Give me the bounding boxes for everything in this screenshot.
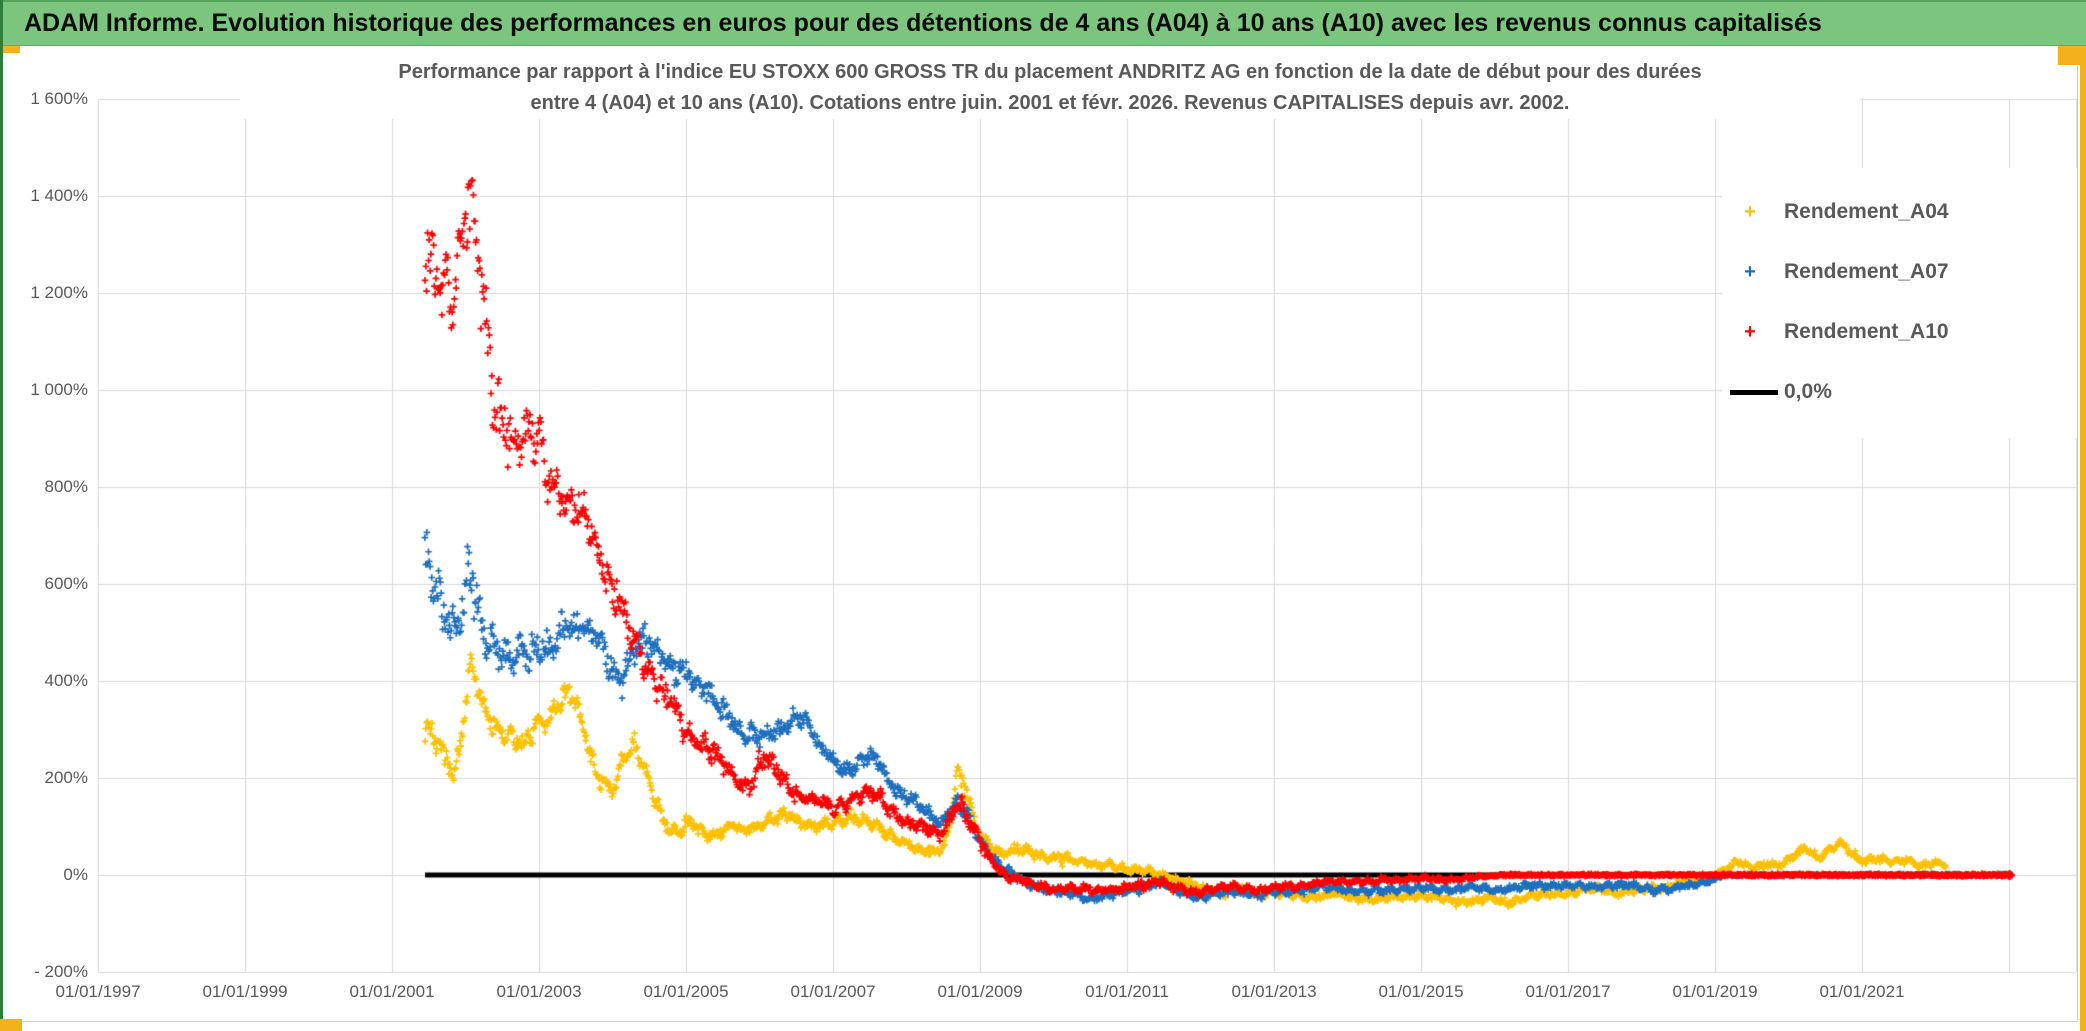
legend-item-rendement-a07[interactable]: + Rendement_A07: [1722, 242, 2078, 302]
legend-item-rendement-a04[interactable]: + Rendement_A04: [1722, 182, 2078, 242]
x-axis-tick-label: 01/01/2007: [790, 982, 876, 1001]
y-axis-tick-label: 1 200%: [30, 283, 88, 302]
legend-item-label: Rendement_A04: [1784, 200, 1949, 223]
chart-right-border: [2077, 66, 2078, 1020]
accent-top-left: [3, 46, 20, 53]
y-axis-tick-label: 1 000%: [30, 380, 88, 399]
x-axis-tick-label: 01/01/2015: [1378, 982, 1464, 1001]
x-axis-tick-label: 01/01/2005: [643, 982, 729, 1001]
chart-title: Performance par rapport à l'indice EU ST…: [240, 57, 1860, 119]
sheet-row-divider: [22, 1021, 2078, 1022]
sheet-left-border: [0, 0, 3, 1031]
x-axis-tick-label: 01/01/2021: [1819, 982, 1905, 1001]
y-axis-tick-label: 1 400%: [30, 186, 88, 205]
y-axis-tick-label: 600%: [44, 574, 88, 593]
y-axis-tick-label: - 200%: [34, 962, 88, 981]
x-axis-tick-label: 01/01/2017: [1525, 982, 1611, 1001]
accent-right-strip: [2080, 46, 2086, 1031]
chart-legend[interactable]: + Rendement_A04 + Rendement_A07 + Rendement_A…: [1722, 168, 2078, 438]
y-axis-tick-label: 0%: [63, 865, 88, 884]
y-axis-tick-label: 800%: [44, 477, 88, 496]
x-axis-tick-label: 01/01/2019: [1672, 982, 1758, 1001]
x-axis-tick-label: 01/01/2003: [496, 982, 582, 1001]
y-axis-tick-label: 400%: [44, 671, 88, 690]
chart-title-line-2: entre 4 (A04) et 10 ans (A10). Cotations…: [530, 92, 1570, 114]
legend-plus-marker-icon: +: [1744, 261, 1756, 283]
x-axis-tick-label: 01/01/2001: [349, 982, 435, 1001]
legend-item-label: 0,0%: [1784, 380, 1832, 403]
x-axis-tick-label: 01/01/1999: [202, 982, 288, 1001]
x-axis-tick-label: 01/01/1997: [55, 982, 141, 1001]
legend-item-label: Rendement_A10: [1784, 320, 1949, 343]
y-axis-tick-label: 200%: [44, 768, 88, 787]
legend-plus-marker-icon: +: [1744, 321, 1756, 343]
chart-title-line-1: Performance par rapport à l'indice EU ST…: [398, 61, 1702, 83]
y-axis-tick-label: 1 600%: [30, 89, 88, 108]
accent-top-right: [2058, 46, 2080, 65]
legend-line-marker-icon: [1730, 389, 1778, 395]
x-axis-tick-label: 01/01/2013: [1231, 982, 1317, 1001]
legend-item-rendement-a10[interactable]: + Rendement_A10: [1722, 302, 2078, 362]
legend-plus-marker-icon: +: [1744, 201, 1756, 223]
accent-bottom-left: [0, 1019, 22, 1031]
legend-item-0-0-[interactable]: 0,0%: [1722, 362, 2078, 422]
legend-item-label: Rendement_A07: [1784, 260, 1949, 283]
x-axis-tick-label: 01/01/2009: [937, 982, 1023, 1001]
x-axis-tick-label: 01/01/2011: [1085, 982, 1169, 1001]
